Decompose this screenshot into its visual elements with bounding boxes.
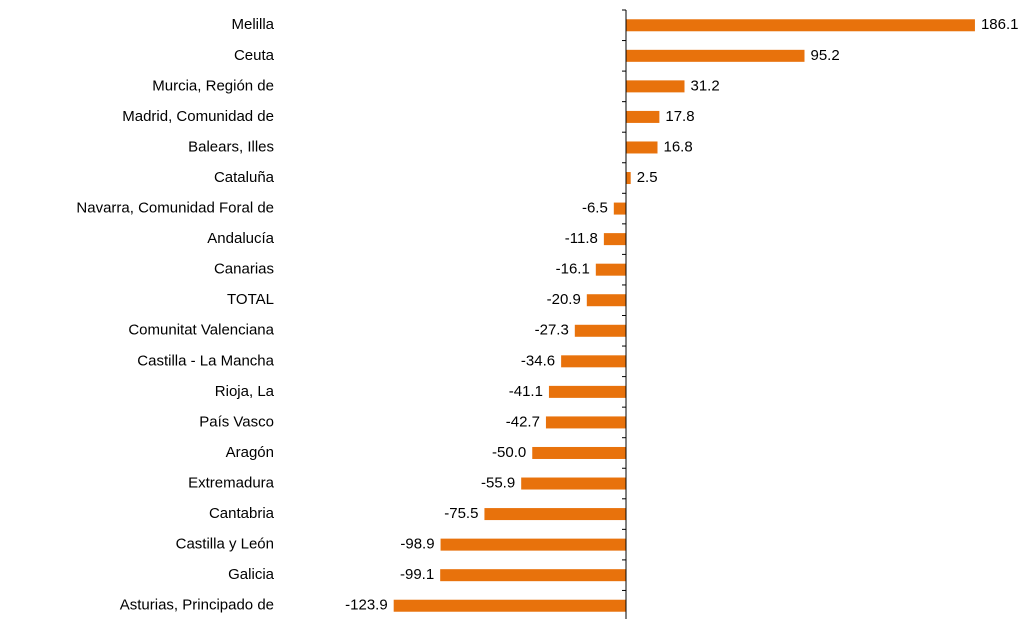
bar xyxy=(545,416,626,429)
bar xyxy=(574,324,626,337)
category-label: Cataluña xyxy=(214,169,275,186)
category-label: Cantabria xyxy=(209,505,275,522)
bar xyxy=(440,538,626,551)
value-label: -42.7 xyxy=(506,413,540,430)
value-label: 186.1 xyxy=(981,16,1019,33)
bar xyxy=(626,110,660,123)
value-label: 17.8 xyxy=(665,108,694,125)
bar xyxy=(393,599,626,612)
value-label: 95.2 xyxy=(811,47,840,64)
bar xyxy=(548,385,626,398)
category-label: TOTAL xyxy=(227,291,274,308)
value-label: -6.5 xyxy=(582,200,608,217)
value-label: -98.9 xyxy=(400,536,434,553)
category-label: Canarias xyxy=(214,261,274,278)
category-label: Castilla - La Mancha xyxy=(137,352,274,369)
category-label: Galicia xyxy=(228,566,275,583)
value-label: -99.1 xyxy=(400,566,434,583)
value-label: -41.1 xyxy=(509,383,543,400)
value-label: -16.1 xyxy=(556,261,590,278)
value-label: -11.8 xyxy=(565,230,598,247)
category-label: Murcia, Región de xyxy=(152,77,274,94)
bar xyxy=(626,49,805,62)
value-label: -55.9 xyxy=(481,474,515,491)
bar xyxy=(586,294,626,307)
value-label: 2.5 xyxy=(637,169,658,186)
bar xyxy=(440,569,626,582)
bar xyxy=(626,141,658,154)
value-label: -20.9 xyxy=(547,291,581,308)
bar xyxy=(626,80,685,93)
category-label: Balears, Illes xyxy=(188,138,274,155)
value-label: -34.6 xyxy=(521,352,555,369)
value-label: 16.8 xyxy=(664,138,693,155)
value-label: -50.0 xyxy=(492,444,526,461)
bar xyxy=(484,508,626,521)
category-label: Andalucía xyxy=(207,230,274,247)
value-label: -123.9 xyxy=(345,597,388,614)
category-label: País Vasco xyxy=(199,413,274,430)
category-label: Castilla y León xyxy=(176,536,274,553)
bar xyxy=(626,172,631,185)
category-label: Comunitat Valenciana xyxy=(128,322,274,339)
category-label: Asturias, Principado de xyxy=(120,597,274,614)
category-label: Melilla xyxy=(231,16,274,33)
bar xyxy=(561,355,626,368)
bar xyxy=(521,477,626,490)
category-label: Aragón xyxy=(226,444,274,461)
category-label: Madrid, Comunidad de xyxy=(122,108,274,125)
category-label: Ceuta xyxy=(234,47,275,64)
value-label: -27.3 xyxy=(535,322,569,339)
category-label: Rioja, La xyxy=(215,383,275,400)
bar xyxy=(613,202,626,215)
value-label: -75.5 xyxy=(444,505,478,522)
category-label: Extremadura xyxy=(188,474,275,491)
category-label: Navarra, Comunidad Foral de xyxy=(76,200,274,217)
bar xyxy=(595,263,626,276)
bar xyxy=(626,19,975,32)
value-label: 31.2 xyxy=(691,77,720,94)
bar xyxy=(603,233,626,246)
bar xyxy=(532,446,626,459)
